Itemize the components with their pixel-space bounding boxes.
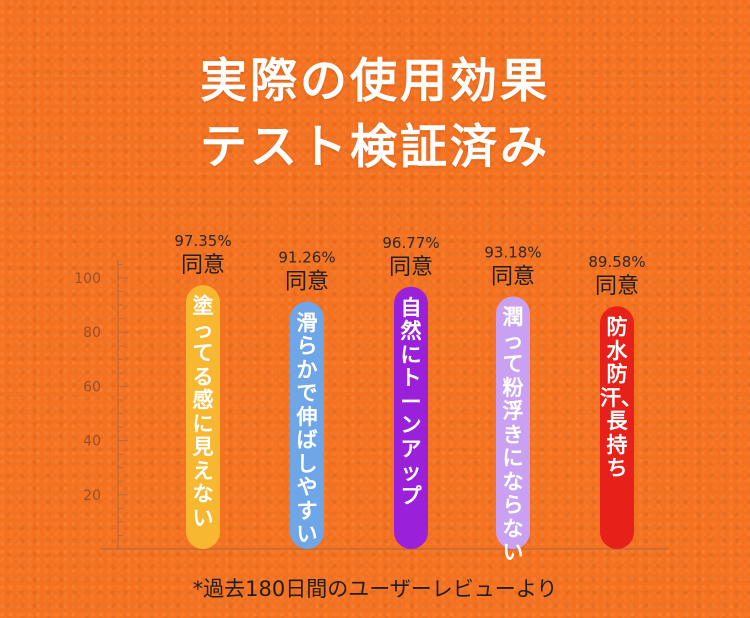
agree-label: 同意 [595, 274, 639, 299]
agree-label: 同意 [389, 255, 433, 280]
footnote: *過去180日間のユーザーレビューより [192, 577, 558, 601]
y-tick-label: 60 [83, 379, 101, 395]
bar [394, 286, 428, 549]
bar-group: 96.77% 同意 [382, 234, 440, 549]
bar-category-label: 潤って粉浮きにならない [502, 305, 524, 565]
bar-category-label: 滑らかで伸ばしやすい [296, 310, 318, 547]
bar-category-label: 防水防汗、長持ち [600, 315, 642, 481]
y-tick-label: 80 [83, 325, 101, 341]
bar-category-label: 自然にトーンアップ [400, 295, 422, 508]
bar-group: 97.35% 同意 [174, 232, 232, 549]
bar-value-label: 91.26% [278, 249, 335, 267]
bar-value-label: 89.58% [588, 253, 645, 271]
agree-label: 同意 [181, 253, 225, 278]
y-tick-label: 20 [83, 488, 101, 504]
bar [600, 306, 634, 549]
bar-category-label: 塗ってる感に見えない [192, 294, 214, 530]
page-title-line-1: 実際の使用効果 [200, 54, 550, 109]
bar-group: 91.26% 同意 [278, 249, 336, 549]
bar-group: 89.58% 同意 [588, 253, 646, 549]
page-title-line-2: テスト検証済み [200, 120, 550, 175]
bar-value-label: 93.18% [484, 243, 541, 261]
bar [290, 301, 324, 549]
agree-label: 同意 [285, 270, 329, 295]
bar-value-label: 97.35% [174, 232, 231, 250]
y-tick-label: 40 [83, 434, 101, 450]
agree-label: 同意 [491, 264, 535, 289]
bar [186, 285, 220, 549]
bar-group: 93.18% 同意 [484, 243, 542, 549]
y-tick-label: 100 [74, 271, 101, 287]
bar [496, 296, 530, 549]
bar-value-label: 96.77% [382, 234, 439, 252]
